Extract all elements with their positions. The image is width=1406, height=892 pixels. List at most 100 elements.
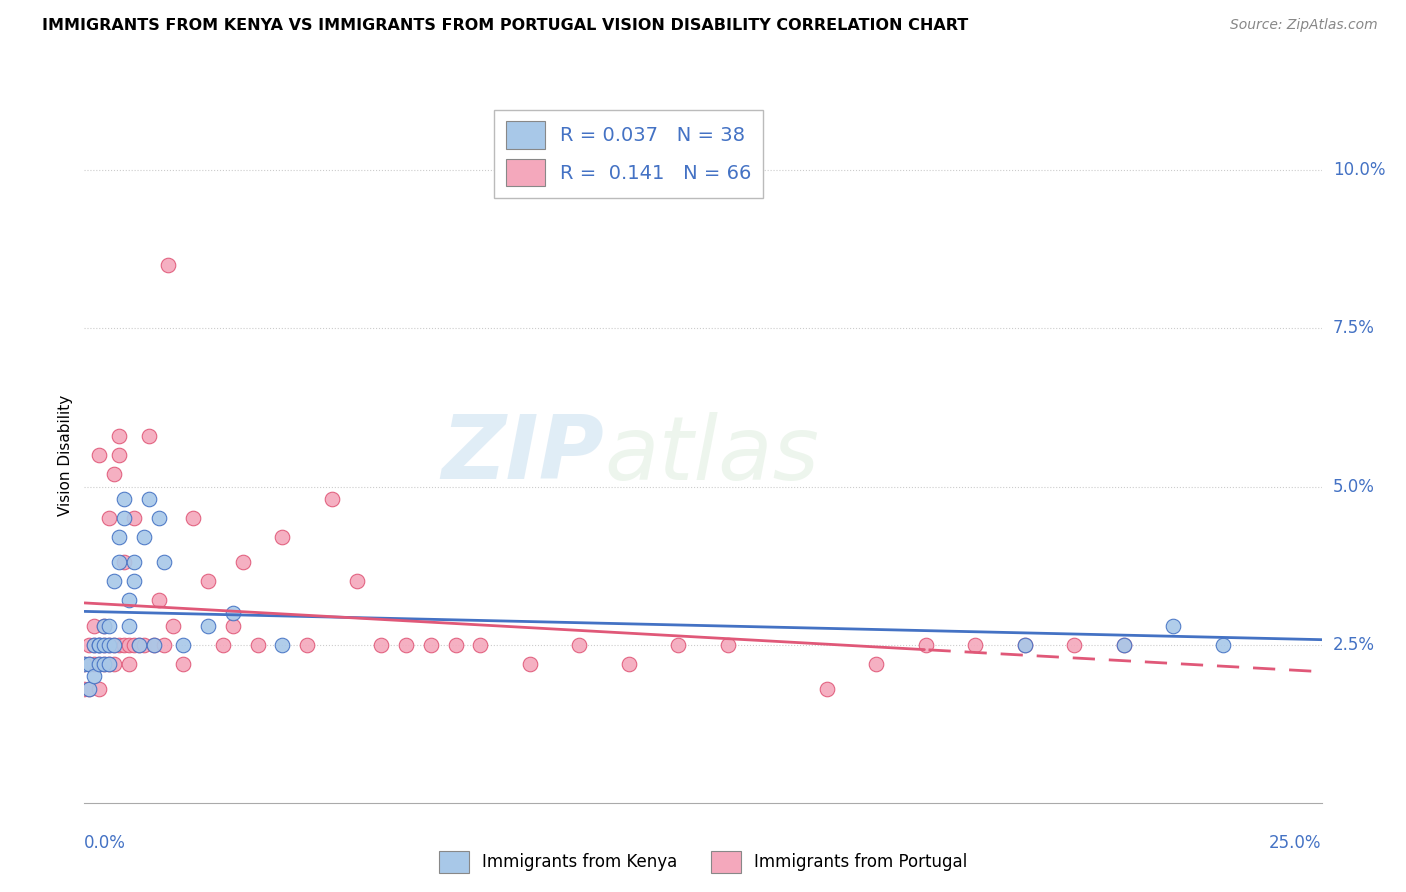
Point [108,530,131,544]
Point [197,574,219,589]
Point [617,657,640,671]
Point [271,638,294,652]
Point [103,657,125,671]
Point [419,638,441,652]
Text: Source: ZipAtlas.com: Source: ZipAtlas.com [1230,18,1378,32]
Point [79,657,101,671]
Point [321,492,343,507]
Point [89,638,111,652]
Point [108,429,131,443]
Point [1212,638,1234,652]
Point [271,530,294,544]
Point [89,638,111,652]
Text: 25.0%: 25.0% [1270,834,1322,852]
Point [79,657,101,671]
Point [93,638,115,652]
Point [103,467,125,481]
Point [172,657,194,671]
Point [295,638,318,652]
Point [108,448,131,462]
Point [79,638,101,652]
Point [1161,618,1184,632]
Point [717,638,740,652]
Point [98,657,121,671]
Point [98,638,121,652]
Point [103,638,125,652]
Point [83,638,105,652]
Point [1112,638,1135,652]
Point [914,638,936,652]
Point [118,657,141,671]
Text: ZIP: ZIP [441,411,605,499]
Point [122,556,145,570]
Text: 7.5%: 7.5% [1333,319,1375,337]
Point [181,511,204,525]
Point [83,638,105,652]
Point [79,681,101,696]
Point [128,638,150,652]
Text: 2.5%: 2.5% [1333,636,1375,654]
Point [98,618,121,632]
Point [93,638,115,652]
Point [148,593,170,607]
Point [138,492,160,507]
Point [152,556,174,570]
Point [142,638,165,652]
Point [815,681,838,696]
Point [246,638,269,652]
Legend: R = 0.037   N = 38, R =  0.141   N = 66: R = 0.037 N = 38, R = 0.141 N = 66 [494,110,763,198]
Point [470,638,492,652]
Point [83,657,105,671]
Point [138,429,160,443]
Point [122,638,145,652]
Y-axis label: Vision Disability: Vision Disability [58,394,73,516]
Point [132,638,155,652]
Point [122,511,145,525]
Text: atlas: atlas [605,412,818,498]
Point [222,606,245,620]
Point [152,638,174,652]
Point [73,681,96,696]
Point [122,574,145,589]
Point [93,618,115,632]
Point [73,657,96,671]
Point [103,574,125,589]
Point [1014,638,1036,652]
Point [98,657,121,671]
Point [148,511,170,525]
Point [89,681,111,696]
Point [157,258,180,272]
Point [444,638,467,652]
Point [93,618,115,632]
Point [232,556,254,570]
Point [112,638,135,652]
Point [1014,638,1036,652]
Point [212,638,235,652]
Point [666,638,689,652]
Point [108,556,131,570]
Point [112,492,135,507]
Point [89,448,111,462]
Point [865,657,887,671]
Point [93,657,115,671]
Point [132,530,155,544]
Point [112,511,135,525]
Point [197,618,219,632]
Point [89,638,111,652]
Point [73,657,96,671]
Text: IMMIGRANTS FROM KENYA VS IMMIGRANTS FROM PORTUGAL VISION DISABILITY CORRELATION : IMMIGRANTS FROM KENYA VS IMMIGRANTS FROM… [42,18,969,33]
Point [89,657,111,671]
Point [568,638,591,652]
Point [142,638,165,652]
Point [128,638,150,652]
Point [98,638,121,652]
Point [1112,638,1135,652]
Point [965,638,987,652]
Point [118,593,141,607]
Point [395,638,418,652]
Point [162,618,184,632]
Text: 0.0%: 0.0% [84,834,127,852]
Point [93,657,115,671]
Point [112,556,135,570]
Point [98,511,121,525]
